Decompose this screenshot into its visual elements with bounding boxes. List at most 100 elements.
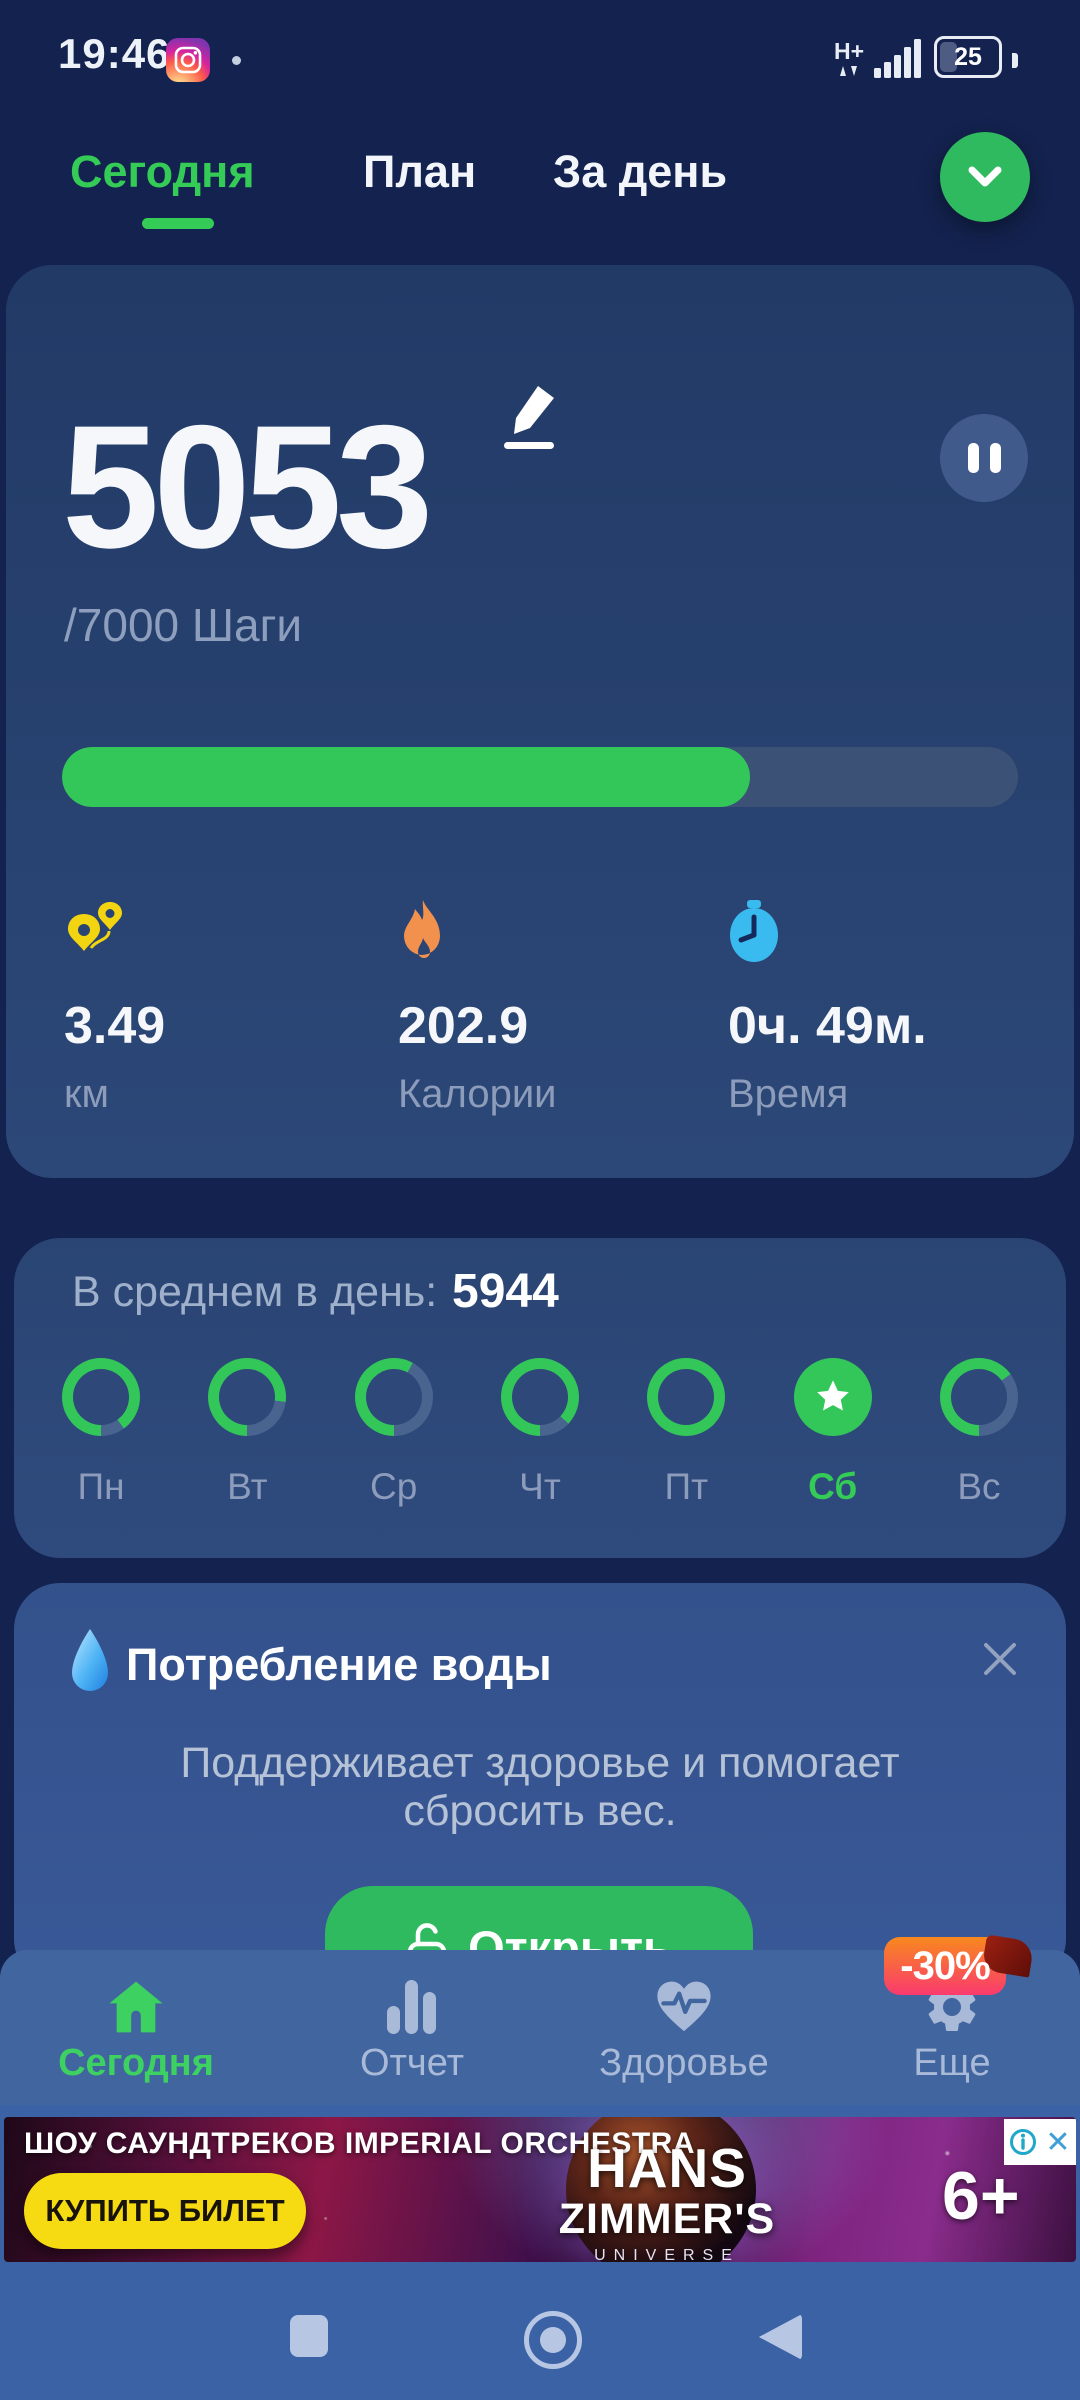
- steps-card: [6, 265, 1074, 1178]
- pencil-edit-icon: [504, 386, 554, 449]
- average-value: 5944: [452, 1265, 559, 1318]
- day-progress-ring: [939, 1358, 1018, 1436]
- network-activity-arrows-icon: [839, 66, 857, 76]
- tab-today[interactable]: Сегодня: [70, 146, 255, 197]
- distance-label: км: [64, 1072, 109, 1116]
- water-card-title: Потребление воды: [126, 1639, 552, 1690]
- day-item-sun[interactable]: Вс: [938, 1358, 1020, 1508]
- day-item-wed[interactable]: Ср: [353, 1358, 435, 1508]
- day-label: Ср: [370, 1466, 418, 1507]
- nav-item-today[interactable]: Сегодня: [36, 1950, 236, 2105]
- discount-badge-label: -30%: [900, 1943, 990, 1988]
- pause-icon: [967, 443, 979, 473]
- water-card-body-line1: Поддерживает здоровье и помогает: [180, 1739, 900, 1787]
- ad-headline: ШОУ САУНДТРЕКОВ IMPERIAL ORCHESTRA: [24, 2127, 695, 2160]
- system-area: ШОУ САУНДТРЕКОВ IMPERIAL ORCHESTRA КУПИТ…: [0, 2105, 1080, 2400]
- pause-tracking-button[interactable]: [940, 414, 1028, 502]
- calories-value: 202.9: [398, 997, 529, 1055]
- time-label: Время: [728, 1072, 849, 1116]
- nav-label: Отчет: [359, 2042, 465, 2084]
- steps-goal: /7000 Шаги: [64, 599, 303, 651]
- nav-label: Здоровье: [599, 2042, 769, 2084]
- weekly-average-card: В среднем в день: 5944 Пн Вт Ср Чт Пт: [14, 1238, 1066, 1558]
- notification-dot: [232, 56, 241, 65]
- day-progress-ring: [354, 1358, 433, 1436]
- average-label: В среднем в день:: [72, 1268, 438, 1316]
- recents-button[interactable]: [290, 2315, 328, 2357]
- week-days-row: Пн Вт Ср Чт Пт: [14, 1358, 1066, 1508]
- water-card-body-line2: сбросить вес.: [403, 1787, 677, 1835]
- tab-plan[interactable]: План: [363, 146, 477, 197]
- ad-choices-panel[interactable]: ✕: [1004, 2119, 1076, 2165]
- ad-title-line3: UNIVERSE: [594, 2247, 740, 2263]
- instagram-notification-icon: [166, 38, 210, 82]
- heart-pulse-icon: [655, 1976, 713, 2038]
- tab-per-day[interactable]: За день: [553, 146, 728, 197]
- day-item-tue[interactable]: Вт: [206, 1358, 288, 1508]
- water-intake-card: Потребление воды Поддерживает здоровье и…: [14, 1583, 1066, 1996]
- ad-close-icon[interactable]: ✕: [1045, 2125, 1071, 2159]
- camera-glyph: [174, 46, 202, 74]
- day-progress-ring: [647, 1358, 726, 1436]
- distance-value: 3.49: [64, 997, 166, 1055]
- ad-cta-button[interactable]: КУПИТЬ БИЛЕТ: [24, 2173, 306, 2249]
- day-item-mon[interactable]: Пн: [60, 1358, 142, 1508]
- bottom-navigation: Сегодня Отчет Здоровье: [0, 1937, 1080, 2105]
- ad-info-icon[interactable]: [1009, 2128, 1037, 2156]
- flame-icon: [398, 900, 446, 969]
- nav-item-more[interactable]: Еще: [852, 1950, 1052, 2105]
- status-icons: H+ 25: [834, 34, 1018, 78]
- day-item-sat-today[interactable]: Сб: [792, 1358, 874, 1508]
- day-progress-ring: [62, 1358, 140, 1436]
- signal-bars-icon: [874, 39, 921, 78]
- collapse-fab-button[interactable]: [940, 132, 1030, 222]
- battery-level: 25: [954, 42, 982, 71]
- day-item-fri[interactable]: Пт: [645, 1358, 727, 1508]
- active-tab-underline: [142, 218, 214, 229]
- status-time: 19:46: [58, 30, 171, 77]
- day-progress-ring: [208, 1358, 287, 1436]
- day-item-thu[interactable]: Чт: [499, 1358, 581, 1508]
- ad-show-title: HANS ZIMMER'S UNIVERSE: [542, 2137, 792, 2263]
- discount-badge: -30%: [884, 1937, 1006, 1995]
- ad-age-rating: 6+: [942, 2158, 1020, 2234]
- chevron-down-icon: [968, 166, 1002, 187]
- home-icon: [107, 1976, 165, 2038]
- steps-progress-fill: [62, 747, 751, 807]
- water-drop-icon: [68, 1627, 112, 1700]
- day-label: Сб: [808, 1466, 858, 1507]
- ad-title-line2: ZIMMER'S: [558, 2195, 776, 2243]
- day-today-ring: [793, 1358, 872, 1436]
- nav-label: Сегодня: [58, 2042, 214, 2084]
- time-value: 0ч. 49м.: [728, 997, 927, 1055]
- ad-title-line1: HANS: [587, 2137, 747, 2199]
- steps-progress-bar: [62, 747, 1018, 807]
- battery-nub: [1012, 53, 1018, 68]
- nav-item-report[interactable]: Отчет: [312, 1950, 512, 2105]
- planet-image: [566, 2117, 756, 2262]
- steps-count: 5053: [62, 390, 433, 585]
- pause-icon: [989, 443, 1001, 473]
- day-label: Вс: [957, 1466, 1001, 1507]
- back-button[interactable]: [758, 2313, 802, 2361]
- bar-chart-icon: [385, 1976, 439, 2038]
- edit-steps-button[interactable]: [502, 386, 560, 457]
- day-label: Пт: [664, 1466, 709, 1507]
- home-nav-button[interactable]: [524, 2311, 582, 2369]
- ad-banner[interactable]: ШОУ САУНДТРЕКОВ IMPERIAL ORCHESTRA КУПИТ…: [4, 2117, 1076, 2262]
- home-nav-dot: [540, 2327, 566, 2353]
- close-water-card-button[interactable]: [976, 1635, 1024, 1683]
- battery-icon: 25: [934, 36, 1002, 78]
- gear-icon: [922, 1976, 982, 2038]
- nav-item-health[interactable]: Здоровье: [584, 1950, 784, 2105]
- network-type-label: H+: [833, 38, 864, 64]
- day-progress-ring: [500, 1358, 579, 1436]
- nav-label: Еще: [913, 2042, 991, 2084]
- stopwatch-icon: [728, 900, 780, 969]
- network-type-indicator: H+: [834, 40, 864, 78]
- close-icon: [984, 1643, 1016, 1675]
- star-icon: [794, 1358, 872, 1436]
- battery-fill: [940, 42, 957, 72]
- route-pins-icon: [64, 900, 128, 969]
